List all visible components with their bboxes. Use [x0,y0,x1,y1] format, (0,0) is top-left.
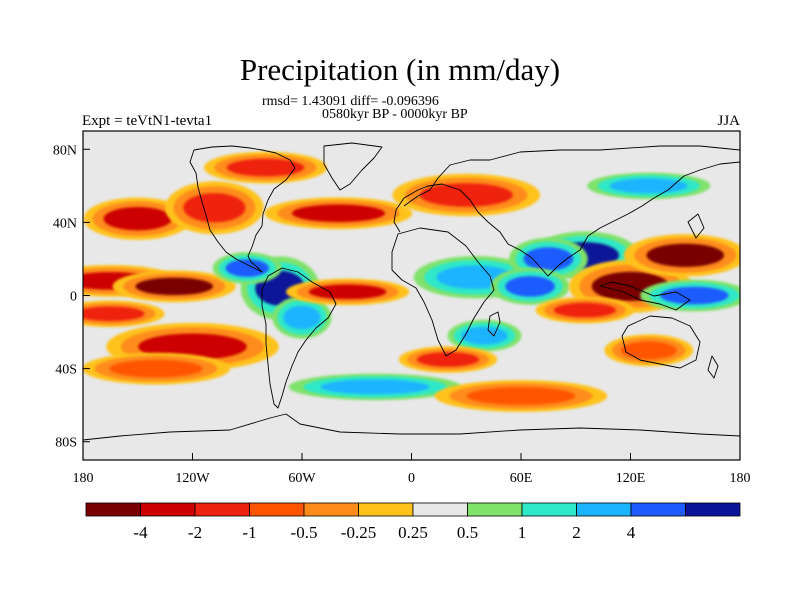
colorbar-segment-3 [249,502,305,517]
outline-japan [687,213,705,239]
colorbar-label-0: -4 [133,523,148,542]
outline-greenland [323,142,383,191]
anomaly-core-10 [291,204,386,223]
lon-tick-label-1: 120W [175,471,210,486]
outline-antarctica [83,413,740,441]
anomaly-core-14 [416,352,480,367]
anomaly-core-23 [620,341,677,360]
colorbar-label-9: 4 [627,523,636,542]
colorbar-segment-6 [412,502,468,517]
outline-eurasia [393,145,740,277]
colorbar-label-7: 1 [518,523,527,542]
anomaly-core-21 [660,286,729,305]
lat-tick-label-4: 80S [55,436,77,451]
colorbar-segment-8 [521,502,577,517]
anomaly-core-15 [419,183,513,207]
colorbar-segment-0 [85,502,141,517]
colorbar-label-3: -0.5 [291,523,318,542]
lon-tick-label-5: 120E [616,471,646,486]
experiment-label: Expt = teVtN1-tevta1 [82,113,213,129]
anomaly-layer [83,151,740,412]
anomaly-core-8 [225,259,269,277]
colorbar-segment-7 [467,502,523,517]
colorbar-segment-4 [303,502,359,517]
colorbar-label-6: 0.5 [457,523,478,542]
colorbar-label-1: -2 [188,523,202,542]
colorbar-label-5: 0.25 [398,523,428,542]
lon-tick-label-3: 0 [408,471,415,486]
lat-tick-label-3: 40S [55,363,77,378]
period-line: 0580kyr BP - 0000kyr BP [322,107,468,122]
anomaly-core-17 [523,247,574,271]
colorbar-label-2: -1 [242,523,256,542]
anomaly-core-2 [83,306,145,322]
colorbar-segment-5 [358,502,414,517]
anomaly-core-27 [609,178,688,194]
anomaly-core-24 [320,379,430,395]
lon-tick-label-2: 60W [288,471,316,486]
anomaly-core-11 [308,284,387,300]
anomaly-core-6 [183,193,246,223]
anomaly-core-4 [109,359,203,378]
map-title: Precipitation (in mm/day) [239,52,561,87]
anomaly-core-9 [283,305,321,330]
outline-south-america [261,267,337,409]
anomaly-core-1 [135,277,214,296]
colorbar-label-8: 2 [572,523,581,542]
lon-tick-label-6: 180 [730,471,751,486]
anomaly-core-25 [466,387,576,405]
latitude-axis: 80N 40N 0 40S 80S [53,143,90,451]
lat-tick-label-0: 80N [53,143,77,158]
anomaly-core-26 [226,158,305,177]
colorbar: -4 -2 -1 -0.5 -0.25 0.25 0.5 1 2 4 [85,502,741,542]
lon-tick-label-4: 60E [510,471,533,486]
outline-madagascar [487,311,501,337]
longitude-axis: 180 120W 60W 0 60E 120E 180 [73,453,751,486]
season-label: JJA [717,113,740,129]
anomaly-core-20 [646,243,725,267]
lon-tick-label-0: 180 [73,471,94,486]
colorbar-label-4: -0.25 [341,523,376,542]
colorbar-segment-11 [685,502,741,517]
outline-australia [621,315,701,369]
anomaly-core-5 [103,207,172,231]
stats-line: rmsd= 1.43091 diff= -0.096396 [262,94,439,109]
colorbar-segment-2 [194,502,250,517]
outline-maritime-continent [599,281,691,311]
colorbar-segment-9 [576,502,632,517]
lat-tick-label-1: 40N [53,216,77,231]
outline-africa [391,227,495,357]
outline-new-zealand [707,355,719,379]
colorbar-segment-10 [630,502,686,517]
colorbar-segment-1 [140,502,196,517]
outline-north-america [189,145,296,273]
continent-outlines [83,142,740,441]
anomaly-core-18 [505,276,555,297]
lat-tick-label-2: 0 [70,290,77,305]
anomaly-core-22 [553,302,616,318]
